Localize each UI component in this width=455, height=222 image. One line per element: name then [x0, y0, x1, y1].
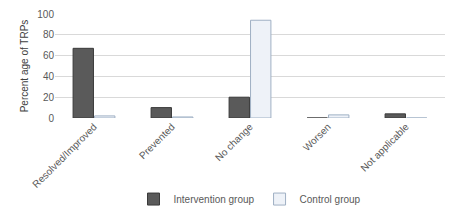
- svg-text:Not applicable: Not applicable: [358, 121, 411, 174]
- svg-text:No change: No change: [213, 121, 255, 163]
- svg-text:60: 60: [43, 50, 55, 61]
- svg-text:Worsen: Worsen: [301, 121, 333, 153]
- svg-text:Resolved/Improved: Resolved/Improved: [30, 121, 99, 190]
- svg-text:100: 100: [37, 9, 54, 20]
- svg-text:20: 20: [43, 92, 55, 103]
- svg-text:0: 0: [48, 113, 54, 124]
- svg-text:80: 80: [43, 29, 55, 40]
- svg-text:40: 40: [43, 71, 55, 82]
- svg-text:Control group: Control group: [300, 194, 361, 205]
- svg-text:Percent age of TRPs: Percent age of TRPs: [19, 20, 30, 113]
- svg-text:Prevented: Prevented: [137, 121, 177, 161]
- svg-text:Intervention group: Intervention group: [174, 194, 255, 205]
